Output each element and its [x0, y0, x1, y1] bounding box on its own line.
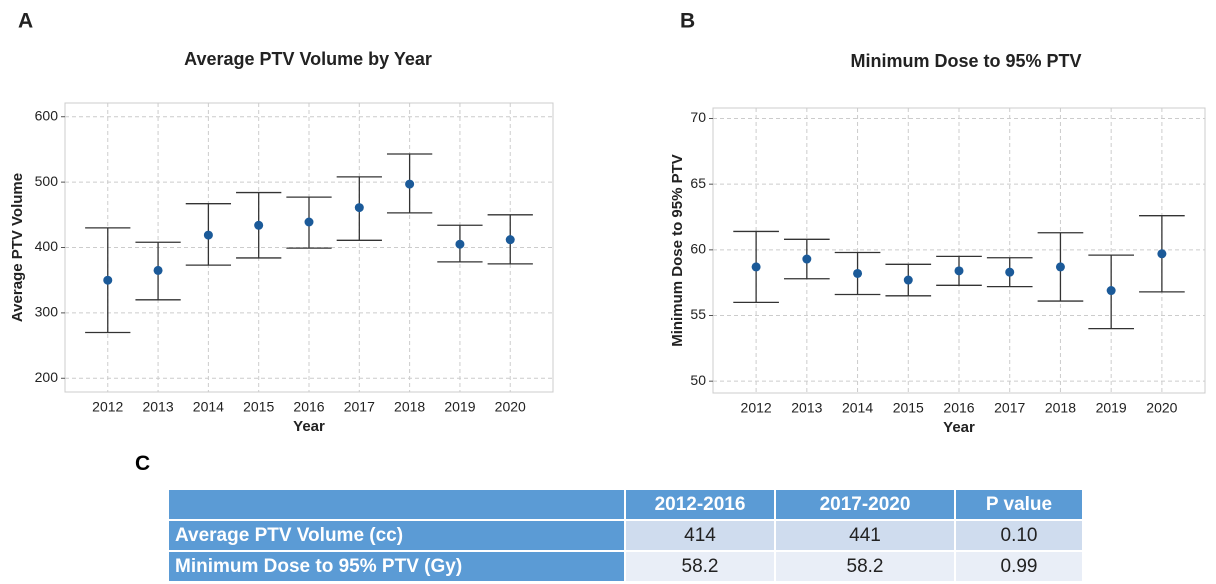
x-axis-title: Year	[293, 418, 325, 435]
panel-label: B	[680, 10, 695, 33]
x-tick-label: 2017	[994, 400, 1025, 416]
x-tick-label: 2017	[344, 399, 375, 415]
cell: 0.10	[956, 521, 1082, 550]
mean-point	[1106, 286, 1116, 296]
y-tick-label: 200	[35, 369, 59, 385]
header-cell	[169, 490, 624, 519]
header-row: 2012-2016 2017-2020 P value	[169, 490, 1082, 519]
cell: 441	[776, 521, 954, 550]
y-tick-label: 65	[690, 175, 706, 191]
panel-label: A	[18, 10, 33, 33]
mean-point	[304, 217, 314, 227]
x-tick-label: 2020	[1146, 400, 1177, 416]
cell: 0.99	[956, 552, 1082, 581]
mean-point	[505, 235, 515, 245]
mean-point	[153, 265, 163, 275]
y-tick-label: 55	[690, 306, 706, 322]
x-tick-label: 2013	[142, 399, 173, 415]
chart-title: Average PTV Volume by Year	[184, 49, 432, 69]
mean-point	[853, 268, 863, 278]
mean-point	[103, 275, 113, 285]
cell: 58.2	[776, 552, 954, 581]
mean-point	[405, 179, 415, 189]
mean-point	[354, 203, 364, 213]
x-tick-label: 2019	[444, 399, 475, 415]
header-cell: 2017-2020	[776, 490, 954, 519]
row-label: Average PTV Volume (cc)	[169, 521, 624, 550]
x-tick-label: 2018	[1045, 400, 1076, 416]
y-tick-label: 60	[690, 241, 706, 257]
mean-point	[455, 239, 465, 249]
mean-point	[802, 254, 812, 264]
y-tick-label: 300	[35, 304, 59, 320]
mean-point	[1055, 262, 1065, 272]
x-tick-label: 2020	[495, 399, 526, 415]
mean-point	[203, 230, 213, 240]
x-tick-label: 2016	[293, 399, 324, 415]
cell: 58.2	[626, 552, 774, 581]
y-tick-label: 70	[690, 109, 706, 125]
y-axis-title: Average PTV Volume	[9, 173, 26, 322]
y-tick-label: 500	[35, 173, 59, 189]
cell: 414	[626, 521, 774, 550]
row-label: Minimum Dose to 95% PTV (Gy)	[169, 552, 624, 581]
x-tick-label: 2014	[193, 399, 224, 415]
panel-label: C	[135, 452, 151, 475]
mean-point	[903, 275, 913, 285]
mean-point	[1157, 249, 1167, 259]
y-tick-label: 50	[690, 372, 706, 388]
header-cell: P value	[956, 490, 1082, 519]
x-axis-title: Year	[943, 419, 975, 436]
x-tick-label: 2012	[92, 399, 123, 415]
mean-point	[1005, 267, 1015, 277]
chart-title: Minimum Dose to 95% PTV	[850, 51, 1081, 71]
y-tick-label: 600	[35, 107, 59, 123]
row: Minimum Dose to 95% PTV (Gy) 58.2 58.2 0…	[169, 552, 1082, 581]
summary-table: 2012-2016 2017-2020 P value Average PTV …	[167, 488, 1084, 583]
x-tick-label: 2012	[741, 400, 772, 416]
x-tick-label: 2014	[842, 400, 873, 416]
x-tick-label: 2018	[394, 399, 425, 415]
x-tick-label: 2019	[1096, 400, 1127, 416]
mean-point	[254, 220, 264, 230]
header-cell: 2012-2016	[626, 490, 774, 519]
y-tick-label: 400	[35, 238, 59, 254]
mean-point	[954, 266, 964, 276]
row: Average PTV Volume (cc) 414 441 0.10	[169, 521, 1082, 550]
y-axis-title: Minimum Dose to 95% PTV	[669, 154, 686, 347]
x-tick-label: 2015	[243, 399, 274, 415]
x-tick-label: 2013	[791, 400, 822, 416]
x-tick-label: 2015	[893, 400, 924, 416]
x-tick-label: 2016	[943, 400, 974, 416]
mean-point	[751, 262, 761, 272]
